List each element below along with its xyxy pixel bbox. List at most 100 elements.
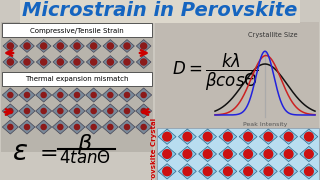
Circle shape [8,93,13,98]
Polygon shape [120,56,134,68]
Circle shape [108,124,113,130]
Polygon shape [219,129,237,144]
Text: $4tan\Theta$: $4tan\Theta$ [59,149,111,167]
Polygon shape [158,129,176,144]
Polygon shape [36,88,52,102]
Circle shape [224,132,232,141]
Text: $\varepsilon$: $\varepsilon$ [12,138,28,166]
Polygon shape [86,104,102,118]
Circle shape [244,132,252,141]
Circle shape [58,124,63,130]
Circle shape [24,108,29,114]
Text: $\beta$: $\beta$ [77,132,93,156]
FancyBboxPatch shape [2,23,152,37]
Polygon shape [280,164,298,179]
Circle shape [124,43,130,49]
Circle shape [91,108,96,114]
Polygon shape [103,40,118,52]
Text: Peak Intensity: Peak Intensity [243,122,287,127]
Circle shape [57,43,63,49]
Polygon shape [260,129,277,144]
Circle shape [183,167,192,176]
Polygon shape [69,104,85,118]
Polygon shape [53,40,68,52]
Polygon shape [19,120,35,134]
Polygon shape [199,129,217,144]
Circle shape [58,108,63,114]
Polygon shape [300,146,318,162]
Polygon shape [69,120,85,134]
Polygon shape [86,40,101,52]
Bar [157,128,319,180]
Polygon shape [239,164,257,179]
Circle shape [41,43,47,49]
Bar [0,0,320,25]
Bar [1,22,153,152]
Polygon shape [119,88,135,102]
Circle shape [91,93,96,98]
Circle shape [140,43,147,49]
Circle shape [140,59,147,65]
Circle shape [305,167,313,176]
Polygon shape [36,120,52,134]
Polygon shape [103,56,118,68]
Polygon shape [19,88,35,102]
Text: Perovskite Crystal: Perovskite Crystal [151,117,157,180]
Polygon shape [36,56,51,68]
Polygon shape [102,120,118,134]
Polygon shape [69,88,85,102]
Text: Microstrain in Perovskite: Microstrain in Perovskite [22,1,298,21]
Polygon shape [239,129,257,144]
Circle shape [264,167,273,176]
Circle shape [124,59,130,65]
Circle shape [124,93,130,98]
Polygon shape [219,146,237,162]
Circle shape [124,124,130,130]
Polygon shape [36,40,51,52]
Polygon shape [52,88,68,102]
Circle shape [41,93,46,98]
Circle shape [141,108,146,114]
Polygon shape [119,120,135,134]
Circle shape [305,150,313,158]
Circle shape [141,124,146,130]
Circle shape [203,150,212,158]
Circle shape [7,59,13,65]
Polygon shape [136,120,152,134]
Text: Compressive/Tensile Strain: Compressive/Tensile Strain [30,28,124,33]
Circle shape [91,59,97,65]
Circle shape [183,150,192,158]
Circle shape [163,167,172,176]
Polygon shape [86,56,101,68]
Polygon shape [3,56,18,68]
Polygon shape [2,120,18,134]
FancyBboxPatch shape [2,72,152,86]
Circle shape [264,150,273,158]
Polygon shape [136,56,151,68]
Circle shape [75,108,80,114]
Polygon shape [102,88,118,102]
Polygon shape [136,104,152,118]
Circle shape [74,59,80,65]
Polygon shape [136,88,152,102]
Polygon shape [260,164,277,179]
Circle shape [41,108,46,114]
Circle shape [284,132,293,141]
Polygon shape [3,40,18,52]
Polygon shape [179,146,196,162]
Circle shape [24,43,30,49]
Polygon shape [2,104,18,118]
Polygon shape [53,56,68,68]
Circle shape [107,43,113,49]
Text: $D = \dfrac{k\lambda}{\beta cos\Theta}$: $D = \dfrac{k\lambda}{\beta cos\Theta}$ [172,51,259,93]
Circle shape [108,108,113,114]
Circle shape [7,43,13,49]
Circle shape [124,108,130,114]
Polygon shape [280,146,298,162]
Text: $=$: $=$ [35,142,58,162]
Polygon shape [300,129,318,144]
Circle shape [224,167,232,176]
Circle shape [163,132,172,141]
Polygon shape [300,164,318,179]
Circle shape [75,124,80,130]
